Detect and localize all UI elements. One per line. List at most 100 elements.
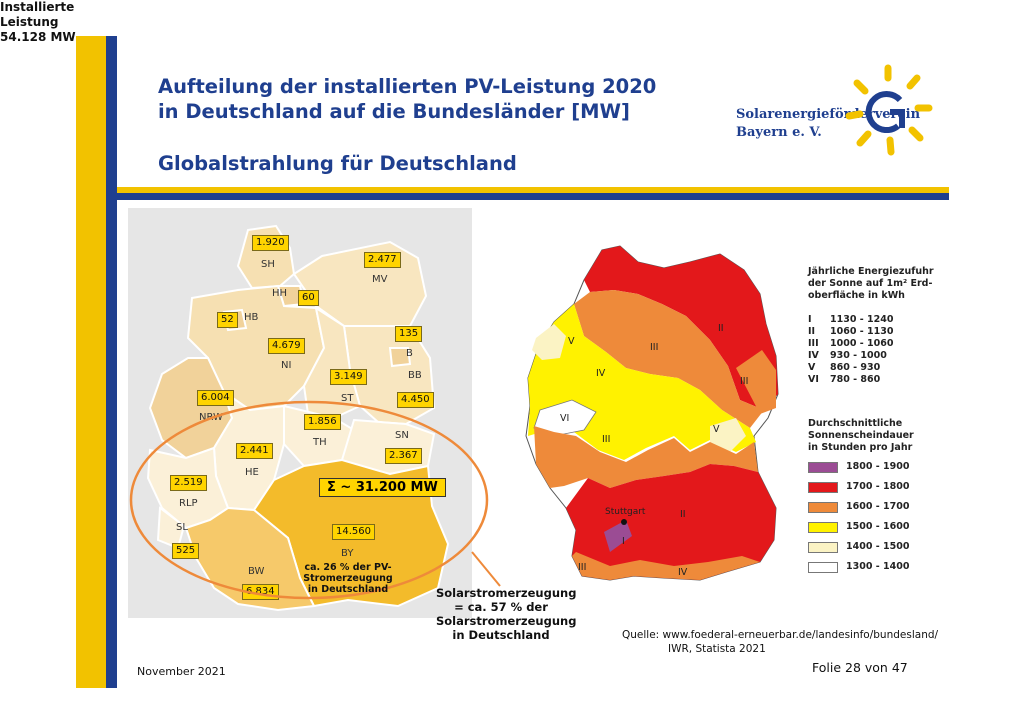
installed-line-2: Leistung — [0, 15, 59, 29]
irr-title-3: oberfläche in kWh — [808, 290, 905, 301]
state-b — [388, 347, 412, 368]
state-code-hh: HH — [272, 288, 288, 299]
left-blue-bar — [106, 36, 117, 688]
value-bb: 4.450 — [397, 392, 434, 408]
source-line-1: Quelle: www.foederal-erneuerbar.de/lande… — [622, 629, 939, 641]
swatch-1300-1400 — [808, 562, 838, 573]
irradiation-map — [525, 245, 779, 581]
installed-line-1: Installierte — [0, 0, 75, 14]
zone-north-orange — [574, 290, 764, 428]
irr-range-4: 930 - 1000 — [830, 350, 887, 361]
state-code-by: BY — [341, 548, 354, 559]
irr-roman-1: I — [808, 314, 812, 325]
irr-row-4: IV 930 - 1000 — [808, 350, 887, 361]
swatch-1400-1500 — [808, 542, 838, 553]
sunshine-range-3: 1600 - 1700 — [846, 501, 910, 512]
source-note: Quelle: www.foederal-erneuerbar.de/lande… — [622, 628, 938, 656]
footer-date: November 2021 — [137, 665, 226, 678]
state-code-sn: SN — [395, 430, 409, 441]
irr-roman-3: III — [808, 338, 819, 349]
zone-south-red — [566, 464, 776, 580]
state-code-rlp: RLP — [179, 498, 198, 509]
state-code-ni: NI — [281, 360, 292, 371]
header-rule-blue — [117, 193, 949, 200]
installed-total: 54.128 MW — [0, 30, 76, 44]
zone-label-ii-north: II — [718, 323, 724, 334]
zone-light-v-west — [532, 324, 566, 360]
swatch-1500-1600 — [808, 522, 838, 533]
title-line-2: in Deutschland auf die Bundesländer [MW] — [158, 100, 630, 123]
state-code-b: B — [406, 348, 413, 359]
stuttgart-dot — [621, 519, 627, 525]
logo-text: Solarenergieförderverein Bayern e. V. — [736, 106, 920, 142]
callout-line — [471, 551, 501, 587]
state-code-st: ST — [341, 393, 354, 404]
value-mv: 2.477 — [364, 252, 401, 268]
zone-north-coast — [584, 246, 778, 410]
logo-line-2: Bayern e. V. — [736, 125, 822, 140]
south-highlight-ellipse — [129, 400, 489, 600]
value-th: 1.856 — [304, 414, 341, 430]
zone-label-v-east: V — [713, 424, 720, 435]
value-sl: 525 — [172, 543, 200, 559]
solar-share-note: Solarstromerzeugung = ca. 57 % der Solar… — [436, 586, 577, 642]
irr-roman-6: VI — [808, 374, 819, 385]
value-by: 14.560 — [332, 524, 375, 540]
solar-line-4: in Deutschland — [452, 628, 550, 642]
zone-label-iii-mid: III — [602, 434, 611, 445]
sunshine-range-5: 1400 - 1500 — [846, 541, 910, 552]
value-sn: 2.367 — [385, 448, 422, 464]
state-code-bw: BW — [248, 566, 265, 577]
irr-title-2: der Sonne auf 1m² Erd- — [808, 278, 933, 289]
sunshine-legend-title: Durchschnittliche Sonnenscheindauer in S… — [808, 418, 914, 454]
header-rule-yellow — [117, 187, 949, 193]
value-b: 135 — [395, 326, 423, 342]
zone-label-iii-north: III — [650, 342, 659, 353]
zone-south-orange — [572, 552, 760, 580]
zone-label-vi: VI — [560, 413, 570, 424]
sunshine-range-2: 1700 - 1800 — [846, 481, 910, 492]
sun-logo-icon — [845, 64, 933, 156]
state-code-th: TH — [313, 437, 327, 448]
sunshine-range-1: 1800 - 1900 — [846, 461, 910, 472]
irr-range-2: 1060 - 1130 — [830, 326, 894, 337]
left-yellow-bar — [76, 36, 106, 688]
zone-label-iii-south: III — [578, 562, 587, 573]
value-he: 2.441 — [236, 443, 273, 459]
solar-line-3: Solarstromerzeugung — [436, 614, 577, 628]
value-ni: 4.679 — [268, 338, 305, 354]
solar-line-1: Solarstromerzeugung — [436, 586, 577, 600]
zone-label-iii-east: III — [740, 376, 749, 387]
irr-row-2: II 1060 - 1130 — [808, 326, 893, 337]
value-st: 3.149 — [330, 369, 367, 385]
by-share-note: ca. 26 % der PV-Stromerzeugung in Deutsc… — [303, 562, 393, 595]
city-label-stuttgart: Stuttgart — [605, 507, 646, 517]
zone-purple-i — [604, 520, 632, 552]
zone-label-ii-south: II — [680, 509, 686, 520]
irr-roman-5: V — [808, 362, 816, 373]
slide-number: Folie 28 von 47 — [812, 660, 908, 675]
irr-range-5: 860 - 930 — [830, 362, 881, 373]
sun-title-1: Durchschnittliche — [808, 418, 903, 429]
zone-white-vi — [533, 399, 597, 437]
value-nrw: 6.004 — [197, 390, 234, 406]
sun-title-2: Sonnenscheindauer — [808, 430, 914, 441]
zone-label-v-west: V — [568, 336, 575, 347]
value-rlp: 2.519 — [170, 475, 207, 491]
value-hb: 52 — [217, 312, 238, 328]
zone-mid-orange — [534, 426, 758, 488]
zone-east-orange — [736, 350, 776, 414]
zone-label-iv-west: IV — [596, 368, 606, 379]
irr-title-1: Jährliche Energiezufuhr — [808, 266, 934, 277]
state-code-he: HE — [245, 467, 259, 478]
irr-row-5: V 860 - 930 — [808, 362, 880, 373]
zone-label-iv-south: IV — [678, 567, 688, 578]
sun-title-3: in Stunden pro Jahr — [808, 442, 913, 453]
state-code-mv: MV — [372, 274, 388, 285]
value-hh: 60 — [298, 290, 319, 306]
irr-row-1: I 1130 - 1240 — [808, 314, 893, 325]
value-sh: 1.920 — [252, 235, 289, 251]
irr-row-6: VI 780 - 860 — [808, 374, 880, 385]
irr-range-6: 780 - 860 — [830, 374, 881, 385]
title-line-1: Aufteilung der installierten PV-Leistung… — [158, 75, 657, 98]
